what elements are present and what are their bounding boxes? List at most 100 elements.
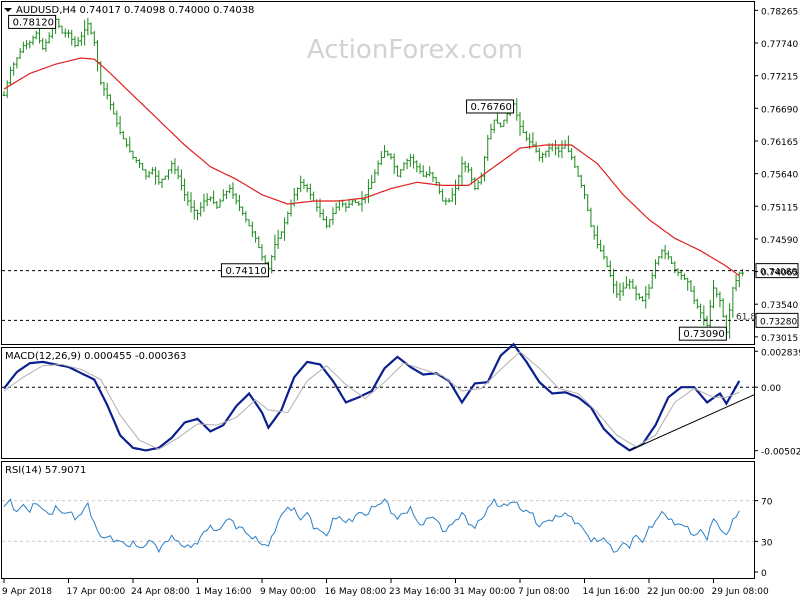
price-bar bbox=[695, 298, 699, 309]
price-bar bbox=[44, 39, 48, 52]
price-bar bbox=[682, 273, 686, 281]
price-bar bbox=[234, 192, 238, 205]
fib-level-note: 61.8 bbox=[736, 313, 756, 323]
price-bar bbox=[318, 198, 322, 218]
price-bar bbox=[76, 36, 80, 47]
price-bar bbox=[205, 193, 209, 207]
price-bar bbox=[637, 293, 641, 300]
price-bars bbox=[2, 16, 745, 339]
price-bar bbox=[541, 152, 545, 163]
price-bar bbox=[150, 167, 154, 175]
price-y-tick-label: 0.77215 bbox=[761, 73, 798, 83]
price-bar bbox=[412, 154, 416, 169]
price-bar bbox=[86, 17, 90, 36]
price-bar bbox=[521, 120, 525, 134]
price-bar bbox=[631, 278, 635, 289]
price-bar bbox=[41, 38, 45, 50]
x-axis: 9 Apr 2018 17 Apr 00:00 24 Apr 08:00 1 May … bbox=[2, 578, 769, 597]
price-bar bbox=[595, 225, 599, 249]
price-bar bbox=[483, 156, 487, 182]
price-bar bbox=[599, 239, 603, 252]
price-bar bbox=[231, 182, 235, 199]
macd-title: MACD(12,26,9) 0.000455 -0.000363 bbox=[5, 351, 186, 362]
price-bar bbox=[112, 101, 116, 115]
rsi-y-tick-label: 0 bbox=[761, 569, 767, 579]
price-bar bbox=[25, 40, 29, 50]
price-bar bbox=[2, 91, 6, 97]
price-bar bbox=[273, 234, 277, 261]
price-bar bbox=[553, 139, 557, 156]
price-bar bbox=[447, 197, 451, 203]
price-bar bbox=[628, 278, 632, 290]
price-bar bbox=[199, 202, 203, 217]
price-bar bbox=[686, 277, 690, 291]
x-tick-label: 24 Apr 08:00 bbox=[131, 587, 190, 597]
level-tag-label: 0.74080 bbox=[760, 268, 797, 278]
price-bar bbox=[237, 194, 241, 212]
x-tick-label: 9 May 00:00 bbox=[260, 587, 316, 597]
price-bar bbox=[263, 254, 267, 264]
price-bar bbox=[283, 217, 287, 241]
rsi-title: RSI(14) 57.9071 bbox=[5, 465, 86, 476]
price-bar bbox=[344, 202, 348, 212]
rsi-panel-frame bbox=[1, 461, 755, 579]
price-bar bbox=[160, 178, 164, 188]
price-hlines: 0.74080 0.73280 61.8 bbox=[2, 263, 799, 328]
price-bar bbox=[212, 190, 216, 205]
price-bar bbox=[466, 162, 470, 173]
price-bar bbox=[386, 150, 390, 157]
price-bar bbox=[424, 171, 428, 178]
price-bar bbox=[573, 155, 577, 168]
price-bar bbox=[108, 94, 112, 111]
price-bar bbox=[137, 158, 141, 168]
price-y-tick-label: 0.75640 bbox=[761, 171, 798, 181]
price-bar bbox=[208, 196, 212, 202]
price-bar bbox=[141, 162, 145, 171]
price-bar bbox=[405, 158, 409, 170]
x-tick-label: 31 May 00:00 bbox=[454, 587, 516, 597]
price-bar bbox=[186, 191, 190, 206]
price-bar bbox=[102, 82, 106, 97]
price-bar bbox=[476, 180, 480, 190]
price-bar bbox=[457, 174, 461, 191]
price-bar bbox=[347, 199, 351, 209]
rsi-y-tick-label: 30 bbox=[761, 538, 773, 548]
price-bar bbox=[276, 229, 280, 249]
price-bar bbox=[241, 206, 245, 216]
price-bar bbox=[360, 191, 364, 212]
price-bar bbox=[624, 276, 628, 289]
macd-line bbox=[3, 342, 741, 452]
price-bar bbox=[718, 291, 722, 308]
price-bar bbox=[247, 219, 251, 227]
price-bar bbox=[479, 172, 483, 185]
price-y-tick-label: 0.75115 bbox=[761, 203, 798, 213]
macd-panel-frame bbox=[1, 347, 755, 459]
x-tick-label: 16 May 08:00 bbox=[325, 587, 387, 597]
price-bar bbox=[705, 315, 709, 327]
x-tick-label: 29 Jun 08:00 bbox=[712, 587, 769, 597]
macd-y-tick-label: -0.005021 bbox=[761, 448, 800, 458]
price-bar bbox=[299, 175, 303, 193]
price-bar bbox=[728, 303, 732, 339]
price-bar bbox=[670, 256, 674, 264]
price-bar bbox=[12, 62, 16, 76]
watermark-text: ActionForex.com bbox=[307, 35, 523, 65]
price-bar bbox=[583, 184, 586, 200]
price-bar bbox=[699, 303, 703, 319]
price-y-tick-label: 0.74590 bbox=[761, 236, 798, 246]
price-bar bbox=[612, 268, 616, 294]
x-tick-label: 1 May 16:00 bbox=[196, 587, 252, 597]
price-bar bbox=[295, 187, 299, 201]
price-bar bbox=[202, 193, 206, 212]
price-bar bbox=[463, 161, 467, 173]
rsi-layer: 70 30 0 bbox=[2, 498, 773, 579]
price-y-tick-label: 0.78265 bbox=[761, 7, 798, 17]
level-tag-label: 0.73280 bbox=[760, 317, 797, 327]
price-y-tick-label: 0.77740 bbox=[761, 40, 798, 50]
x-tick-label: 22 Jun 00:00 bbox=[647, 587, 704, 597]
price-bar bbox=[176, 165, 180, 180]
price-annotation-label: 0.76760 bbox=[471, 102, 512, 113]
price-panel-frame bbox=[1, 1, 755, 345]
price-bar bbox=[495, 113, 499, 124]
